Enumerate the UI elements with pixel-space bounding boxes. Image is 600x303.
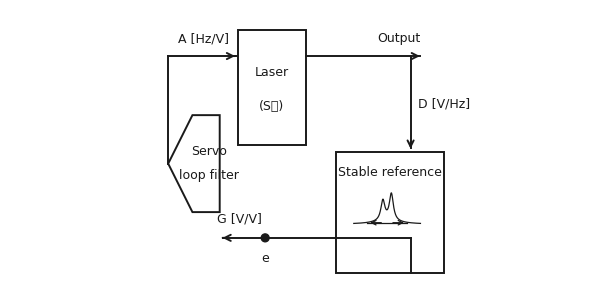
- Text: e: e: [261, 252, 269, 265]
- Text: (S₟): (S₟): [259, 100, 284, 112]
- Bar: [238, 30, 306, 145]
- Text: Servo: Servo: [191, 145, 227, 158]
- Text: A [Hz/V]: A [Hz/V]: [178, 32, 229, 45]
- Text: D [V/Hz]: D [V/Hz]: [418, 97, 470, 110]
- Bar: [337, 152, 444, 273]
- Text: Stable reference: Stable reference: [338, 166, 442, 179]
- Text: Laser: Laser: [255, 66, 289, 79]
- Text: Output: Output: [377, 32, 420, 45]
- Circle shape: [261, 234, 269, 242]
- Text: loop filter: loop filter: [179, 169, 239, 182]
- Text: G [V/V]: G [V/V]: [217, 213, 262, 226]
